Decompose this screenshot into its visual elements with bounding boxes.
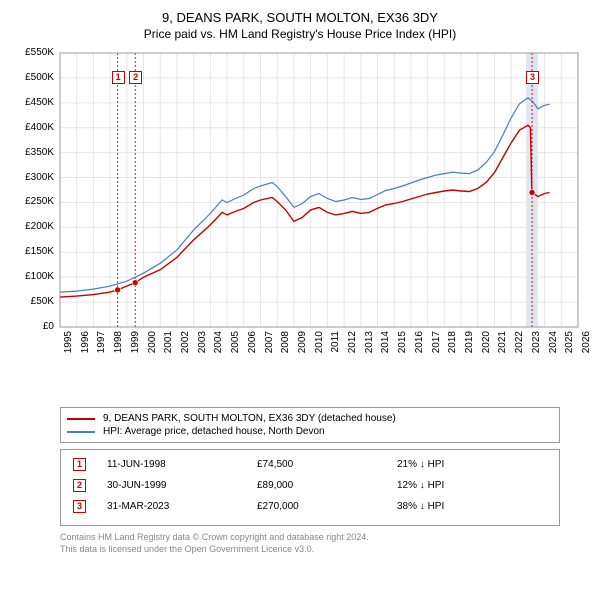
legend-row-hpi: HPI: Average price, detached house, Nort… [67, 425, 553, 438]
x-tick-label: 2006 [247, 331, 258, 353]
x-tick-label: 1999 [130, 331, 141, 353]
x-tick-label: 1995 [63, 331, 74, 353]
transaction-marker: 3 [73, 500, 86, 513]
event-marker: 2 [129, 71, 142, 84]
x-tick-label: 2018 [447, 331, 458, 353]
x-tick-label: 2010 [314, 331, 325, 353]
chart-container: 9, DEANS PARK, SOUTH MOLTON, EX36 3DY Pr… [0, 0, 600, 563]
x-tick-label: 2004 [213, 331, 224, 353]
x-tick-label: 2020 [481, 331, 492, 353]
x-tick-label: 2009 [297, 331, 308, 353]
title-subtitle: Price paid vs. HM Land Registry's House … [12, 27, 588, 41]
x-tick-label: 2003 [197, 331, 208, 353]
x-tick-label: 2017 [431, 331, 442, 353]
transaction-marker: 2 [73, 479, 86, 492]
y-tick-label: £150K [12, 246, 54, 257]
x-tick-label: 2001 [163, 331, 174, 353]
title-block: 9, DEANS PARK, SOUTH MOLTON, EX36 3DY Pr… [12, 10, 588, 41]
footnote-line-2: This data is licensed under the Open Gov… [60, 544, 560, 556]
transaction-row: 1 11-JUN-1998£74,50021% ↓ HPI [67, 454, 553, 475]
title-address: 9, DEANS PARK, SOUTH MOLTON, EX36 3DY [12, 10, 588, 25]
y-tick-label: £50K [12, 296, 54, 307]
x-tick-label: 2026 [581, 331, 592, 353]
y-tick-label: £500K [12, 72, 54, 83]
y-tick-label: £550K [12, 47, 54, 58]
x-tick-label: 2012 [347, 331, 358, 353]
y-tick-label: £400K [12, 122, 54, 133]
x-tick-label: 1996 [80, 331, 91, 353]
x-tick-label: 2000 [147, 331, 158, 353]
event-marker: 1 [112, 71, 125, 84]
transaction-date: 30-JUN-1999 [107, 480, 257, 491]
y-tick-label: £200K [12, 221, 54, 232]
x-tick-label: 2024 [548, 331, 559, 353]
x-tick-label: 2023 [531, 331, 542, 353]
plot-area: £0 £50K £100K £150K £200K £250K £300K £350K £400… [12, 47, 588, 367]
x-tick-label: 2007 [264, 331, 275, 353]
x-tick-label: 2014 [380, 331, 391, 353]
footnote: Contains HM Land Registry data © Crown c… [60, 532, 560, 555]
x-tick-label: 2021 [497, 331, 508, 353]
legend-label-hpi: HPI: Average price, detached house, Nort… [103, 426, 325, 437]
x-tick-label: 2008 [280, 331, 291, 353]
y-tick-label: £350K [12, 147, 54, 158]
x-tick-label: 2025 [564, 331, 575, 353]
y-tick-label: £0 [12, 321, 54, 332]
transaction-date: 11-JUN-1998 [107, 459, 257, 470]
legend-row-subject: 9, DEANS PARK, SOUTH MOLTON, EX36 3DY (d… [67, 412, 553, 425]
legend-series: 9, DEANS PARK, SOUTH MOLTON, EX36 3DY (d… [60, 407, 560, 443]
transaction-delta: 38% ↓ HPI [397, 501, 517, 512]
y-tick-label: £300K [12, 172, 54, 183]
y-tick-label: £100K [12, 271, 54, 282]
transaction-price: £74,500 [257, 459, 397, 470]
x-tick-label: 2011 [330, 331, 341, 353]
x-tick-label: 2015 [397, 331, 408, 353]
transaction-marker: 1 [73, 458, 86, 471]
transaction-delta: 21% ↓ HPI [397, 459, 517, 470]
footnote-line-1: Contains HM Land Registry data © Crown c… [60, 532, 560, 544]
y-tick-label: £450K [12, 97, 54, 108]
x-tick-label: 2013 [364, 331, 375, 353]
legend-swatch-hpi [67, 431, 95, 433]
x-tick-label: 2016 [414, 331, 425, 353]
x-tick-label: 2005 [230, 331, 241, 353]
y-tick-label: £250K [12, 196, 54, 207]
event-marker: 3 [526, 71, 539, 84]
x-tick-label: 2019 [464, 331, 475, 353]
plot-svg [12, 47, 588, 367]
transaction-row: 2 30-JUN-1999£89,00012% ↓ HPI [67, 475, 553, 496]
transaction-price: £270,000 [257, 501, 397, 512]
x-tick-label: 2002 [180, 331, 191, 353]
x-tick-label: 1998 [113, 331, 124, 353]
transaction-date: 31-MAR-2023 [107, 501, 257, 512]
legend-label-subject: 9, DEANS PARK, SOUTH MOLTON, EX36 3DY (d… [103, 413, 396, 424]
x-tick-label: 2022 [514, 331, 525, 353]
x-tick-label: 1997 [96, 331, 107, 353]
legend-transactions: 1 11-JUN-1998£74,50021% ↓ HPI 2 30-JUN-1999… [60, 449, 560, 526]
transaction-price: £89,000 [257, 480, 397, 491]
transaction-row: 3 31-MAR-2023£270,00038% ↓ HPI [67, 496, 553, 517]
legend-swatch-subject [67, 418, 95, 420]
transaction-delta: 12% ↓ HPI [397, 480, 517, 491]
